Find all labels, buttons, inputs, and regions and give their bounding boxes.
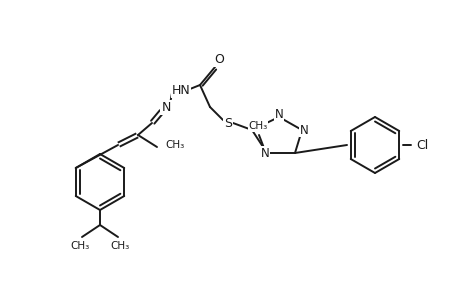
Text: CH₃: CH₃ <box>110 241 129 251</box>
Text: O: O <box>213 52 224 65</box>
Text: N: N <box>260 146 269 160</box>
Text: N: N <box>161 100 170 113</box>
Text: Cl: Cl <box>415 139 427 152</box>
Text: CH₃: CH₃ <box>70 241 90 251</box>
Text: N: N <box>299 124 308 136</box>
Text: CH₃: CH₃ <box>248 121 267 131</box>
Text: CH₃: CH₃ <box>165 140 184 150</box>
Text: N: N <box>274 107 283 121</box>
Text: S: S <box>224 116 231 130</box>
Text: HN: HN <box>171 83 190 97</box>
